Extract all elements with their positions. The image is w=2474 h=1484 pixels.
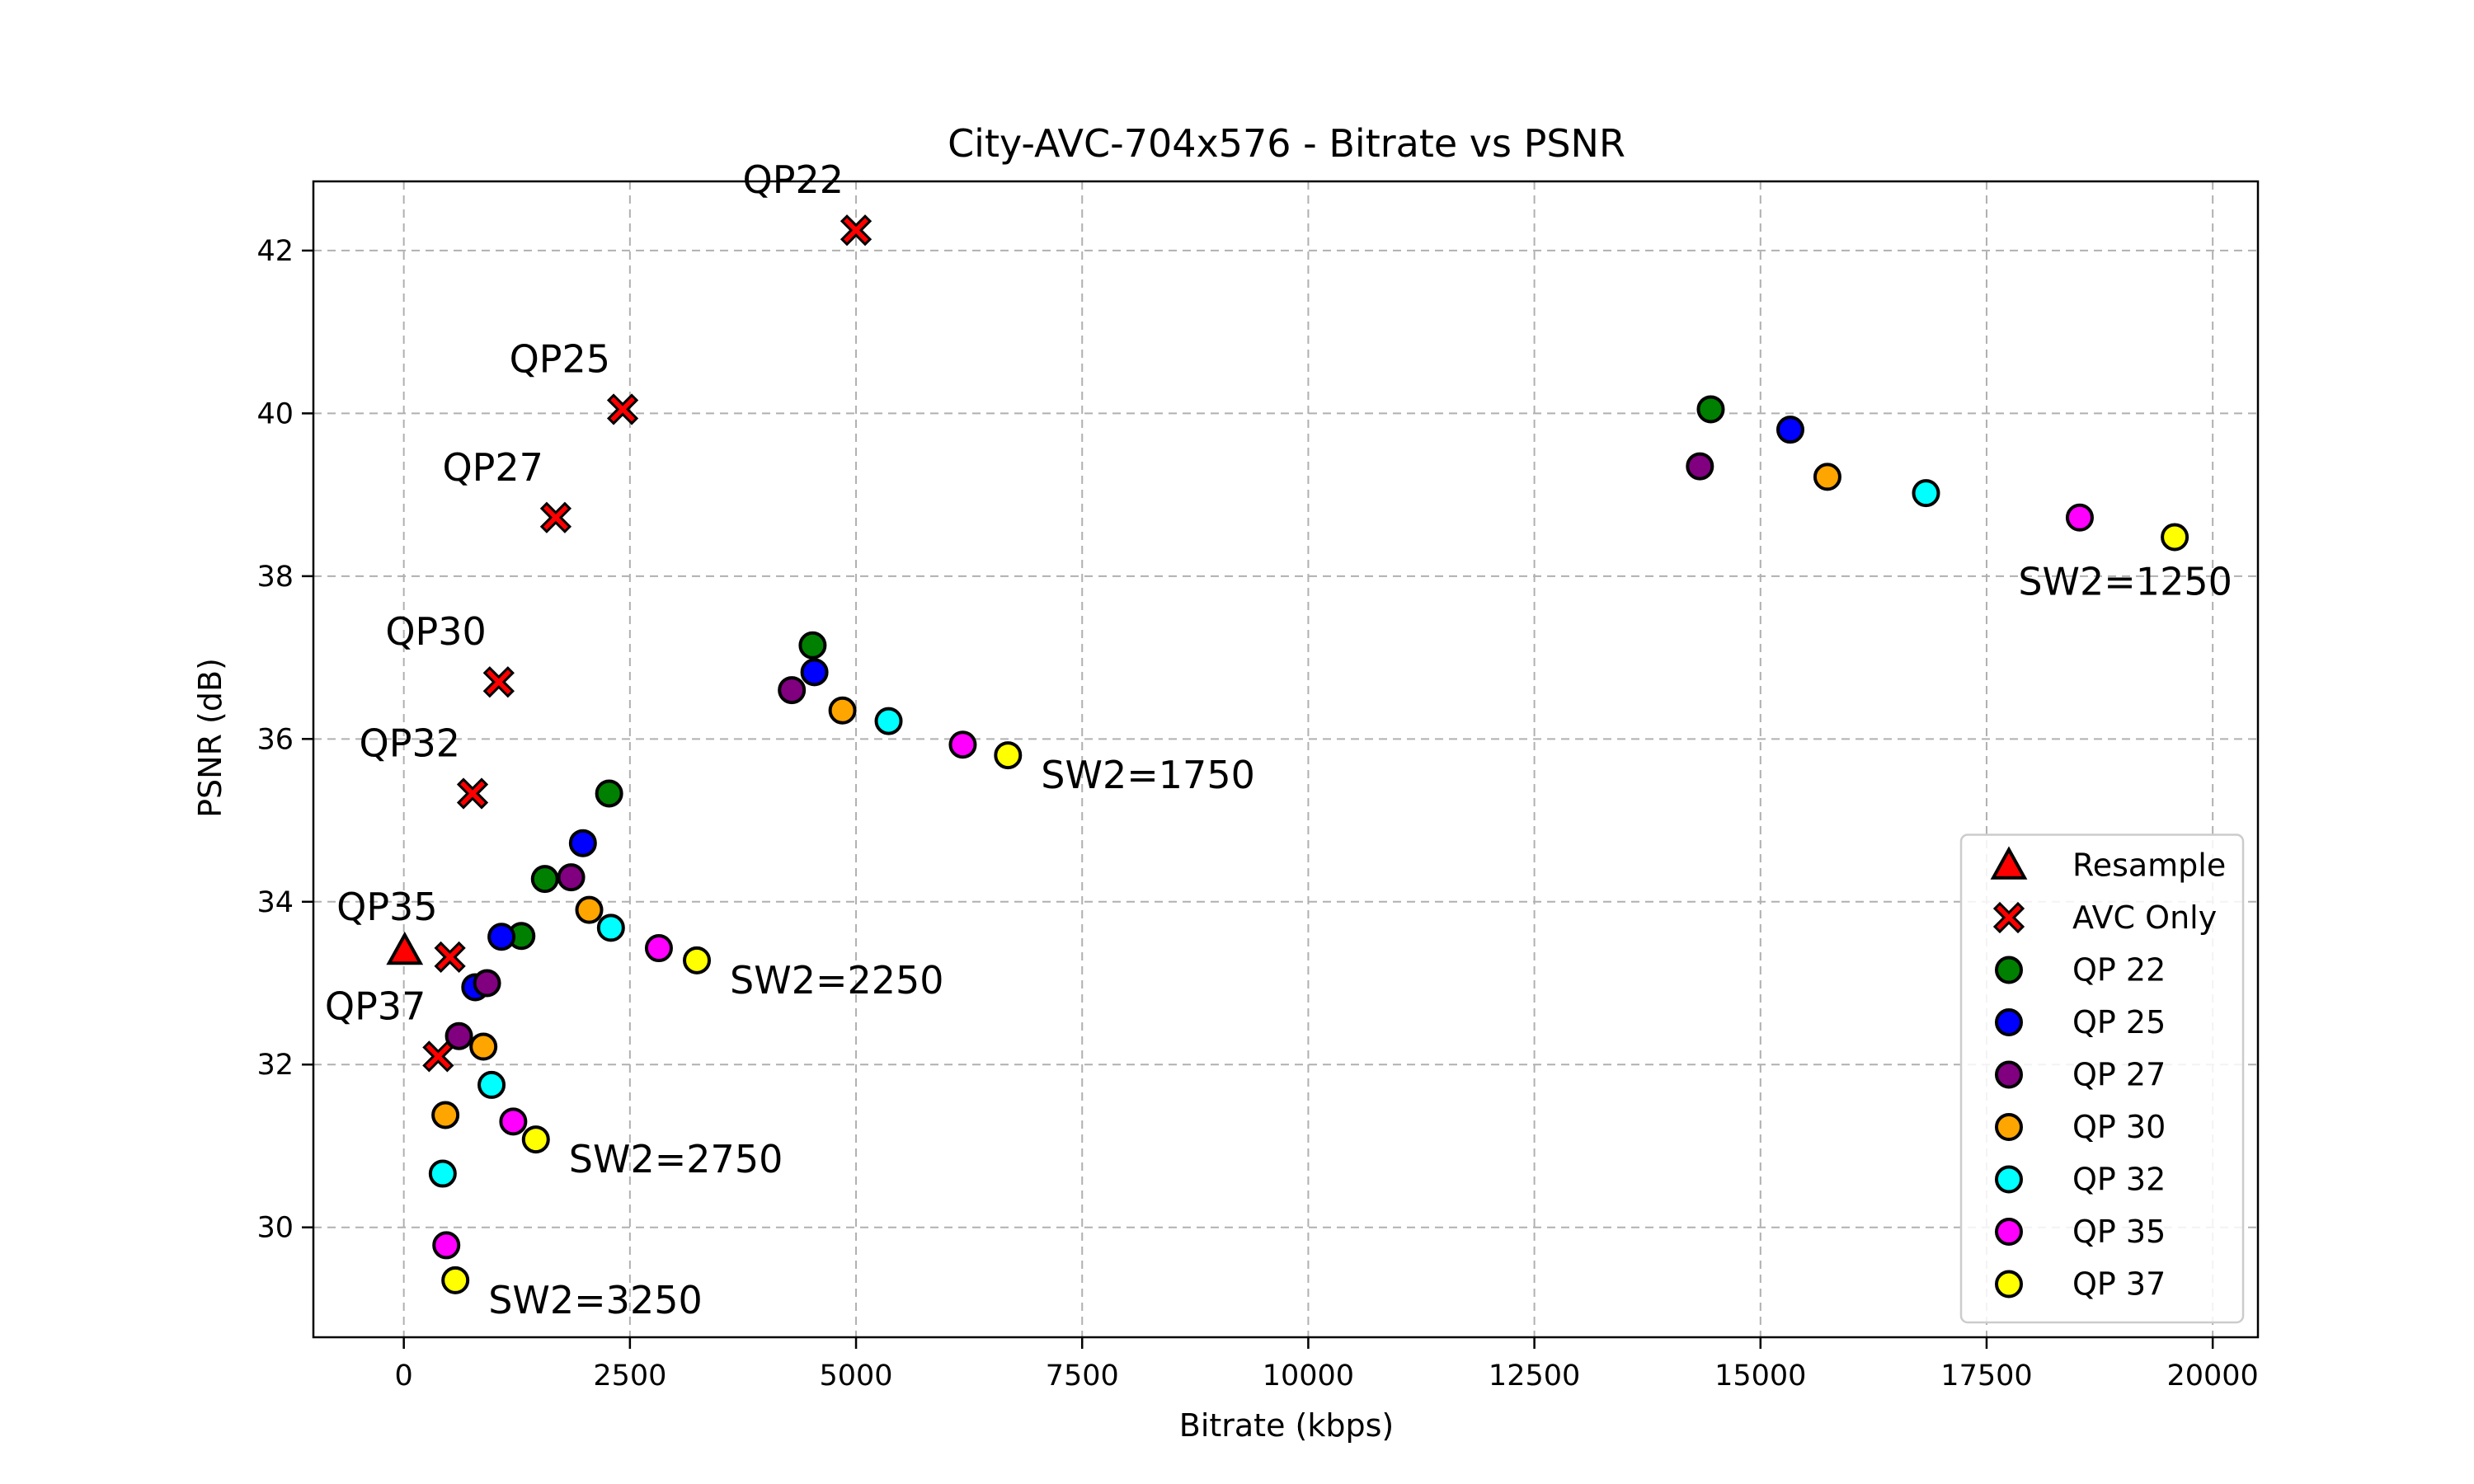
point-avc-only — [606, 393, 639, 425]
point-qp-25 — [800, 658, 829, 687]
legend-label-qp-37: QP 37 — [2072, 1266, 2166, 1303]
point-qp-27 — [1686, 452, 1714, 481]
legend-marker-qp-32 — [1995, 1165, 2023, 1194]
point-qp-37 — [441, 1266, 470, 1294]
point-qp-27 — [557, 863, 586, 892]
point-qp-32 — [874, 707, 903, 735]
point-qp-35 — [644, 934, 673, 963]
point-qp-22 — [1696, 395, 1725, 424]
point-avc-only — [434, 941, 466, 974]
annotation-layer: QP22 QP25 QP27 QP30 QP32 QP35 QP37 SW2=1250 SW2=… — [325, 157, 2232, 1322]
x-tick-label: 7500 — [1046, 1360, 1119, 1392]
point-qp-35 — [948, 730, 977, 759]
grid-layer — [313, 181, 2258, 1337]
point-qp-30 — [1813, 463, 1841, 491]
y-tick-label: 38 — [256, 561, 294, 594]
point-qp-35 — [499, 1107, 528, 1136]
annotation-label: SW2=2250 — [730, 958, 944, 1003]
point-qp-35 — [2065, 503, 2094, 532]
x-tick-label: 5000 — [820, 1360, 893, 1392]
legend-label-qp-25: QP 25 — [2072, 1004, 2166, 1040]
legend-marker-qp-25 — [1995, 1008, 2023, 1036]
point-qp-32 — [477, 1070, 506, 1099]
legend-box — [1959, 834, 2245, 1324]
point-qp-27 — [473, 969, 501, 998]
point-qp-22 — [595, 779, 623, 808]
point-qp-37 — [521, 1125, 550, 1154]
legend-label-avc-only: AVC Only — [2072, 899, 2217, 936]
point-avc-only — [539, 501, 572, 533]
legend-marker-qp-30 — [1995, 1113, 2023, 1141]
x-tick-label: 15000 — [1714, 1360, 1806, 1392]
point-qp-35 — [432, 1231, 461, 1260]
y-tick-label: 40 — [256, 397, 294, 430]
x-tick-label: 0 — [395, 1360, 413, 1392]
point-qp-32 — [1912, 479, 1940, 508]
legend-marker-qp-35 — [1995, 1218, 2023, 1246]
legend-label-qp-35: QP 35 — [2072, 1214, 2166, 1250]
point-qp-30 — [828, 696, 857, 725]
legend-marker-resample — [1990, 846, 2028, 880]
x-tick-label: 20000 — [2166, 1360, 2258, 1392]
point-qp-32 — [596, 913, 625, 942]
legend-label-qp-27: QP 27 — [2072, 1057, 2166, 1093]
legend-marker-qp-37 — [1995, 1270, 2023, 1298]
point-qp-37 — [683, 946, 712, 974]
point-qp-27 — [444, 1021, 473, 1050]
point-qp-32 — [428, 1159, 457, 1188]
legend: Resample AVC Only QP 22 QP 25 QP 27 QP 30 QP 3… — [1959, 834, 2245, 1324]
annotation-label: SW2=3250 — [488, 1278, 703, 1322]
annotation-label: QP27 — [442, 445, 543, 490]
x-axis-label: Bitrate (kbps) — [1179, 1407, 1395, 1444]
y-tick-label: 42 — [256, 235, 294, 268]
point-qp-30 — [575, 895, 604, 924]
tick-layer: 0 2500 5000 7500 10000 12500 15000 17500 20000 30… — [256, 235, 2258, 1392]
point-qp-22 — [530, 865, 559, 894]
point-qp-25 — [1776, 416, 1804, 444]
annotation-label: QP25 — [510, 336, 610, 381]
legend-marker-qp-27 — [1995, 1060, 2023, 1089]
x-tick-label: 2500 — [593, 1360, 666, 1392]
legend-label-qp-32: QP 32 — [2072, 1162, 2166, 1198]
annotation-label: SW2=1750 — [1041, 753, 1255, 797]
y-tick-label: 30 — [256, 1212, 294, 1245]
legend-label-resample: Resample — [2072, 848, 2226, 884]
point-qp-37 — [2161, 523, 2189, 552]
annotation-label: QP37 — [325, 984, 426, 1028]
y-tick-label: 34 — [256, 886, 294, 919]
annotation-label: SW2=2750 — [569, 1137, 783, 1181]
x-tick-label: 17500 — [1940, 1360, 2032, 1392]
point-qp-30 — [431, 1101, 460, 1129]
point-qp-37 — [994, 741, 1023, 770]
legend-marker-avc-only — [1992, 901, 2025, 934]
annotation-label: QP32 — [360, 721, 460, 765]
y-tick-label: 36 — [256, 723, 294, 756]
point-qp-25 — [487, 923, 516, 951]
annotation-label: QP30 — [385, 609, 486, 654]
y-axis-label: PSNR (dB) — [192, 658, 228, 818]
y-tick-label: 32 — [256, 1049, 294, 1082]
annotation-label: SW2=1250 — [2018, 559, 2232, 603]
chart-title: City-AVC-704x576 - Bitrate vs PSNR — [948, 121, 1625, 166]
legend-label-qp-22: QP 22 — [2072, 952, 2166, 989]
annotation-label: QP22 — [743, 157, 844, 202]
point-qp-25 — [568, 829, 597, 857]
annotation-label: QP35 — [336, 885, 437, 929]
point-qp-30 — [469, 1032, 498, 1061]
x-tick-label: 10000 — [1263, 1360, 1354, 1392]
x-tick-label: 12500 — [1489, 1360, 1580, 1392]
point-avc-only — [482, 666, 515, 698]
point-layer — [386, 214, 2189, 1294]
point-qp-27 — [778, 676, 807, 705]
legend-marker-qp-22 — [1995, 956, 2023, 984]
point-qp-22 — [798, 631, 827, 660]
legend-label-qp-30: QP 30 — [2072, 1109, 2166, 1145]
plot-frame — [312, 180, 2260, 1339]
point-avc-only — [456, 777, 489, 810]
point-avc-only — [422, 1040, 454, 1073]
point-avc-only — [840, 214, 872, 247]
point-resample — [386, 931, 424, 965]
